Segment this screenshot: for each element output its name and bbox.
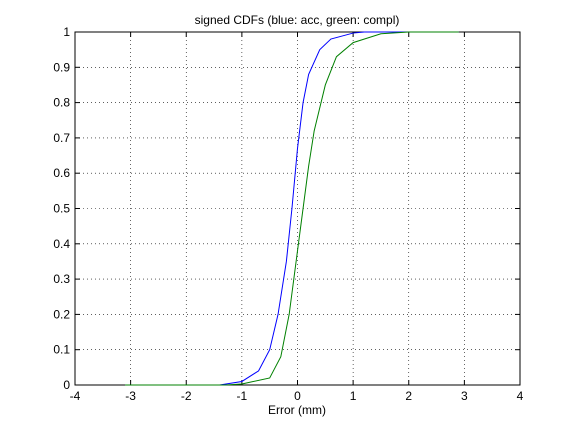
x-axis-label: Error (mm)	[268, 403, 326, 417]
x-tick-label: -4	[70, 389, 81, 403]
data-line	[125, 31, 459, 386]
x-tick-label: 3	[461, 389, 468, 403]
y-tick-label: 1	[63, 25, 70, 39]
y-tick-label: 0	[63, 378, 70, 392]
y-tick-label: 0.4	[53, 237, 70, 251]
x-tick-label: -1	[237, 389, 248, 403]
y-tick-label: 0.7	[53, 131, 70, 145]
x-tick-label: 1	[350, 389, 357, 403]
axes-box	[74, 31, 521, 386]
chart-title: signed CDFs (blue: acc, green: compl)	[195, 13, 400, 27]
data-line	[125, 31, 459, 386]
x-tick-label: -3	[125, 389, 136, 403]
y-tick-label: 0.9	[53, 60, 70, 74]
x-tick-label: -2	[181, 389, 192, 403]
y-tick-label: 0.2	[53, 307, 70, 321]
x-tick-label: 2	[405, 389, 412, 403]
x-tick-label: 0	[294, 389, 301, 403]
y-tick-label: 0.6	[53, 166, 70, 180]
y-tick-label: 0.8	[53, 96, 70, 110]
y-tick-label: 0.1	[53, 343, 70, 357]
y-tick-label: 0.3	[53, 272, 70, 286]
x-tick-label: 4	[517, 389, 524, 403]
y-tick-label: 0.5	[53, 202, 70, 216]
